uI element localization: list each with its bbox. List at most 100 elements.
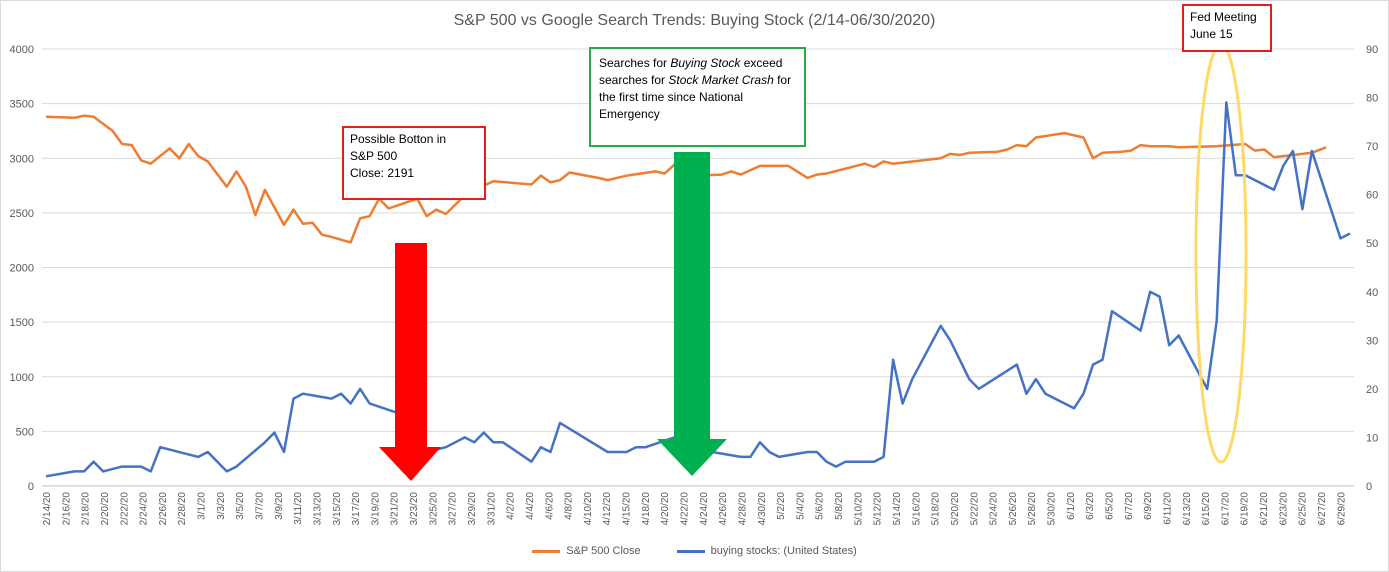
x-tick-label: 4/6/20 [544, 492, 555, 520]
legend: S&P 500 Close buying stocks: (United Sta… [0, 545, 1389, 557]
x-tick-label: 4/20/20 [660, 492, 671, 526]
highlight-ellipse [1194, 42, 1248, 464]
x-tick-label: 5/4/20 [795, 492, 806, 520]
y-right-tick-label: 80 [1366, 93, 1378, 105]
x-tick-label: 5/2/20 [776, 492, 787, 520]
annotation-shapes [379, 42, 1248, 481]
x-tick-label: 6/7/20 [1124, 492, 1135, 520]
legend-swatch-sp500 [532, 549, 561, 553]
red-down-arrow [379, 243, 441, 481]
x-tick-label: 5/12/20 [873, 492, 884, 526]
x-tick-label: 6/9/20 [1143, 492, 1154, 520]
x-tick-label: 6/17/20 [1220, 492, 1231, 526]
y-axis-left: 0 500 1000 1500 2000 2500 3000 3500 4000 [10, 44, 34, 493]
series-lines [45, 101, 1351, 478]
y-left-tick-label: 2500 [10, 208, 34, 220]
x-tick-label: 6/25/20 [1298, 492, 1309, 526]
x-axis: 2/14/20 2/16/20 2/18/20 2/20/20 2/22/20 2/24/… [42, 485, 1354, 526]
x-tick-label: 5/30/20 [1047, 492, 1058, 526]
x-tick-label: 5/22/20 [969, 492, 980, 526]
fed-annotation: Fed Meeting June 15 [1182, 4, 1272, 52]
x-tick-label: 2/24/20 [139, 492, 150, 526]
x-tick-label: 5/26/20 [1008, 492, 1019, 526]
x-tick-label: 3/25/20 [428, 492, 439, 526]
x-tick-label: 6/1/20 [1066, 492, 1077, 520]
y-right-tick-label: 30 [1366, 335, 1378, 347]
x-tick-label: 6/27/20 [1317, 492, 1328, 526]
x-tick-label: 4/26/20 [718, 492, 729, 526]
search-annotation-italic1: Buying Stock [670, 56, 741, 70]
search-annotation: Searches for Buying Stock exceed searche… [589, 47, 806, 147]
x-tick-label: 4/2/20 [506, 492, 517, 520]
x-tick-label: 5/28/20 [1027, 492, 1038, 526]
x-tick-label: 3/27/20 [448, 492, 459, 526]
x-tick-label: 2/26/20 [158, 492, 169, 526]
x-tick-label: 6/23/20 [1278, 492, 1289, 526]
y-right-tick-label: 20 [1366, 384, 1378, 396]
y-left-tick-label: 2000 [10, 263, 34, 275]
green-down-arrow [657, 152, 727, 476]
x-tick-label: 3/29/20 [467, 492, 478, 526]
x-tick-label: 6/15/20 [1201, 492, 1212, 526]
y-right-tick-label: 0 [1366, 481, 1372, 493]
fed-annotation-line1: Fed Meeting [1190, 10, 1257, 24]
y-left-tick-label: 500 [16, 426, 34, 438]
x-tick-label: 6/13/20 [1182, 492, 1193, 526]
x-tick-label: 4/18/20 [641, 492, 652, 526]
x-tick-label: 5/24/20 [989, 492, 1000, 526]
x-tick-label: 4/15/20 [622, 492, 633, 526]
y-left-tick-label: 3500 [10, 99, 34, 111]
bottom-annotation-line3: Close: 2191 [350, 166, 415, 180]
y-right-tick-label: 50 [1366, 238, 1378, 250]
x-tick-label: 2/18/20 [81, 492, 92, 526]
x-tick-label: 6/5/20 [1105, 492, 1116, 520]
y-right-tick-label: 40 [1366, 287, 1378, 299]
x-tick-label: 6/21/20 [1259, 492, 1270, 526]
chart-title: S&P 500 vs Google Search Trends: Buying … [453, 12, 936, 29]
x-tick-label: 3/23/20 [409, 492, 420, 526]
x-tick-label: 5/18/20 [931, 492, 942, 526]
legend-item-sp500: S&P 500 Close [532, 545, 641, 557]
y-right-tick-label: 60 [1366, 190, 1378, 202]
x-tick-label: 5/6/20 [815, 492, 826, 520]
legend-label-sp500: S&P 500 Close [566, 545, 641, 557]
y-left-tick-label: 3000 [10, 153, 34, 165]
x-tick-label: 4/8/20 [564, 492, 575, 520]
x-tick-label: 3/21/20 [390, 492, 401, 526]
bottom-annotation-line1: Possible Botton in [350, 132, 447, 146]
x-tick-label: 3/7/20 [255, 492, 266, 520]
x-tick-label: 3/9/20 [274, 492, 285, 520]
x-tick-label: 4/4/20 [525, 492, 536, 520]
y-left-tick-label: 4000 [10, 44, 34, 56]
legend-swatch-buying-stocks [676, 549, 705, 553]
legend-label-buying-stocks: buying stocks: (United States) [710, 545, 857, 557]
buying-stocks-line [45, 101, 1351, 478]
search-annotation-italic2: Stock Market Crash [668, 73, 774, 87]
y-right-tick-label: 10 [1366, 432, 1378, 444]
x-tick-label: 5/16/20 [911, 492, 922, 526]
x-tick-label: 3/1/20 [197, 492, 208, 520]
search-annotation-mid: exceed searches for [599, 56, 783, 87]
x-tick-label: 6/29/20 [1336, 492, 1347, 526]
x-tick-label: 4/12/20 [602, 492, 613, 526]
x-tick-label: 3/3/20 [216, 492, 227, 520]
x-tick-label: 2/14/20 [42, 492, 53, 526]
x-tick-label: 4/10/20 [583, 492, 594, 526]
x-tick-label: 3/19/20 [370, 492, 381, 526]
x-tick-label: 2/22/20 [119, 492, 130, 526]
x-tick-label: 5/10/20 [853, 492, 864, 526]
x-tick-label: 3/5/20 [235, 492, 246, 520]
x-tick-label: 4/22/20 [680, 492, 691, 526]
x-tick-label: 5/8/20 [834, 492, 845, 520]
x-tick-label: 6/11/20 [1162, 492, 1173, 525]
x-tick-label: 3/31/20 [486, 492, 497, 526]
x-tick-label: 5/14/20 [892, 492, 903, 526]
x-tick-label: 3/13/20 [312, 492, 323, 526]
y-right-tick-label: 90 [1366, 44, 1378, 56]
x-tick-label: 2/28/20 [177, 492, 188, 526]
x-tick-label: 4/28/20 [737, 492, 748, 526]
x-tick-label: 3/17/20 [351, 492, 362, 526]
y-left-tick-label: 1500 [10, 317, 34, 329]
x-tick-label: 5/20/20 [950, 492, 961, 526]
